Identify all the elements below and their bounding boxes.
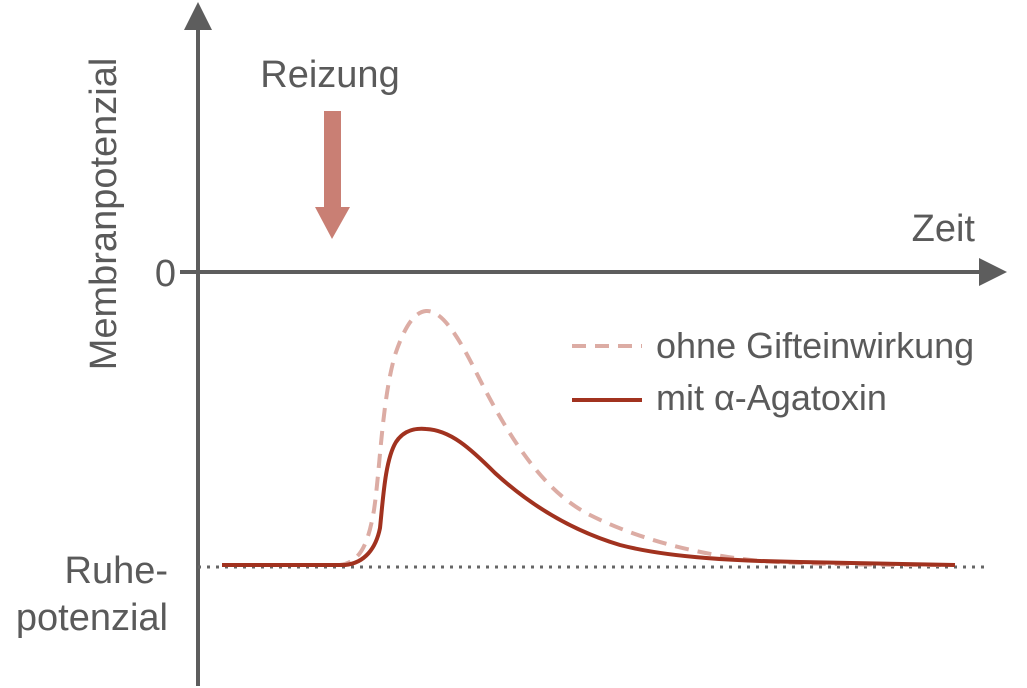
y-axis-arrowhead <box>184 2 212 30</box>
y-axis-label: Membranpotenzial <box>83 58 125 371</box>
stimulus-label: Reizung <box>260 54 399 96</box>
x-axis-label: Zeit <box>912 208 976 250</box>
legend-label-mit-alpha-agatoxin: mit α-Agatoxin <box>656 377 887 418</box>
x-axis-arrowhead <box>979 258 1007 286</box>
series-line-mit-alpha-agatoxin <box>222 426 956 567</box>
resting-potential-label-line2: potenzial <box>16 597 168 639</box>
legend: ohne Gifteinwirkung mit α-Agatoxin <box>572 325 974 418</box>
legend-label-ohne-gifteinwirkung: ohne Gifteinwirkung <box>656 325 974 366</box>
stimulus-arrow-icon <box>315 111 350 239</box>
resting-potential-label-line1: Ruhe- <box>65 550 169 592</box>
zero-tick-label: 0 <box>155 253 176 295</box>
